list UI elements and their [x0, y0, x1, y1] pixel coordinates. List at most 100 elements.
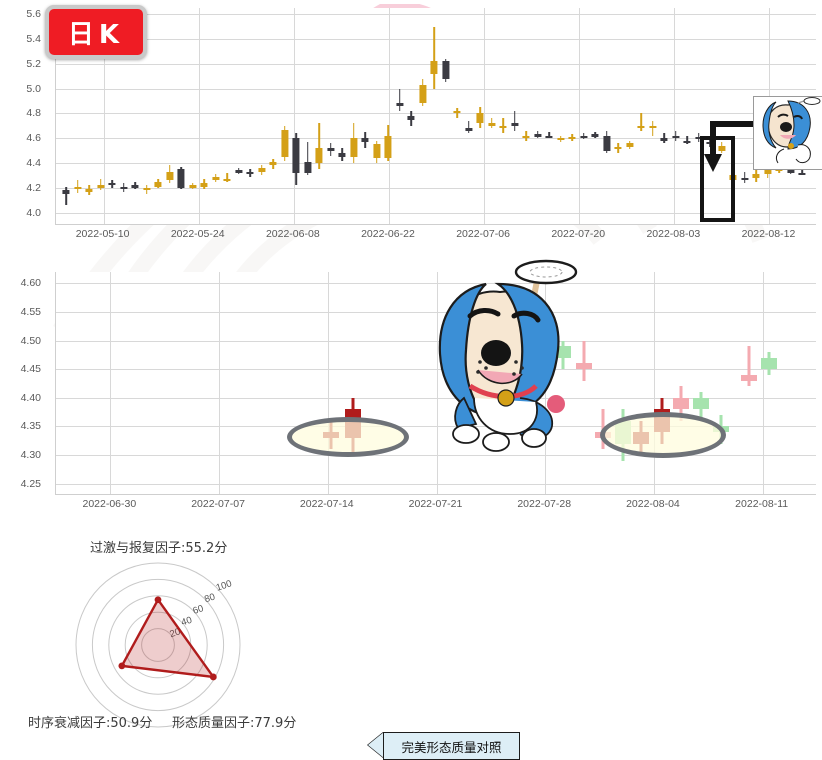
- radar-tick-label: 60: [192, 603, 205, 617]
- candlestick: [603, 8, 611, 225]
- candlestick: [649, 8, 657, 225]
- candlestick: [85, 8, 93, 225]
- candlestick: [673, 272, 689, 495]
- candlestick: [693, 272, 709, 495]
- top-chart-y-axis: 4.0 4.2 4.4 4.6 4.8 5.0 5.2 5.4 5.6: [0, 8, 48, 224]
- x-axis-tick: 2022-07-14: [299, 498, 354, 510]
- candlestick: [580, 8, 588, 225]
- candlestick: [120, 8, 128, 225]
- x-axis-tick: 2022-05-24: [170, 228, 225, 240]
- candlestick: [304, 8, 312, 225]
- callout-arrow-icon: [368, 732, 384, 758]
- candlestick: [74, 8, 82, 225]
- candlestick: [143, 8, 151, 225]
- x-axis-tick: 2022-07-21: [408, 498, 463, 510]
- candlestick: [568, 8, 576, 225]
- candlestick: [654, 272, 670, 495]
- candlestick: [741, 8, 749, 225]
- factor-radar-chart: 20 40 60 80 100: [70, 553, 276, 735]
- pattern-quality-callout[interactable]: 完美形态质量对照: [383, 732, 520, 760]
- candlestick: [212, 8, 220, 225]
- y-axis-tick: 4.60: [20, 277, 41, 290]
- y-axis-tick: 4.0: [26, 206, 41, 219]
- candlestick: [557, 8, 565, 225]
- y-axis-tick: 5.0: [26, 82, 41, 95]
- mascot-callout-box: [753, 96, 822, 170]
- candlestick: [131, 8, 139, 225]
- candlestick: [407, 8, 415, 225]
- candlestick: [108, 8, 116, 225]
- candlestick: [419, 8, 427, 225]
- large-dog-mascot-icon: [438, 259, 578, 452]
- candlestick: [338, 8, 346, 225]
- candlestick: [637, 8, 645, 225]
- candlestick: [511, 8, 519, 225]
- highlight-rectangle: [700, 136, 735, 222]
- candlestick: [269, 8, 277, 225]
- candlestick: [154, 8, 162, 225]
- candlestick: [476, 8, 484, 225]
- candlestick: [430, 8, 438, 225]
- candlestick: [323, 272, 339, 495]
- radar-vertex-dot: [118, 662, 126, 670]
- x-axis-tick: 2022-07-28: [517, 498, 572, 510]
- y-axis-tick: 4.45: [20, 363, 41, 376]
- left-highlight-ellipse: [287, 417, 409, 457]
- candlestick: [522, 8, 530, 225]
- radar-tick-label: 40: [180, 615, 193, 629]
- radar-label-aggression: 过激与报复因子:55.2分: [90, 541, 228, 556]
- y-axis-tick: 4.6: [26, 132, 41, 145]
- candlestick: [764, 8, 772, 225]
- radar-vertex-dot: [154, 596, 162, 604]
- candlestick: [499, 8, 507, 225]
- y-axis-tick: 4.25: [20, 477, 41, 490]
- bottom-chart-plot-area: [55, 272, 816, 495]
- candlestick: [327, 8, 335, 225]
- y-axis-tick: 4.4: [26, 157, 41, 169]
- candlestick: [534, 8, 542, 225]
- candlestick: [626, 8, 634, 225]
- y-axis-tick: 4.8: [26, 107, 41, 120]
- y-axis-tick: 4.40: [20, 391, 41, 404]
- candlestick: [555, 272, 571, 495]
- candlestick: [488, 8, 496, 225]
- candlestick: [465, 8, 473, 225]
- candlestick: [442, 8, 450, 225]
- radar-tick-label: 100: [215, 578, 233, 593]
- radar-label-time-decay: 时序衰减因子:50.9分: [28, 716, 153, 731]
- x-axis-tick: 2022-05-10: [75, 228, 130, 240]
- x-axis-tick: 2022-08-12: [741, 228, 796, 240]
- candlestick: [97, 8, 105, 225]
- candlestick: [246, 8, 254, 225]
- y-axis-tick: 4.50: [20, 334, 41, 347]
- candlestick: [453, 8, 461, 225]
- y-axis-tick: 4.30: [20, 448, 41, 461]
- y-axis-tick: 5.4: [26, 33, 41, 45]
- candlestick: [281, 8, 289, 225]
- y-axis-tick: 4.35: [20, 420, 41, 433]
- candlestick: [660, 8, 668, 225]
- bottom-chart-x-axis: 2022-06-30 2022-07-07 2022-07-14 2022-07-21…: [0, 498, 822, 514]
- candlestick: [695, 8, 703, 225]
- candlestick: [761, 272, 777, 495]
- candlestick: [350, 8, 358, 225]
- candlestick: [633, 272, 649, 495]
- day-k-badge[interactable]: 日K: [45, 5, 147, 59]
- candlestick: [292, 8, 300, 225]
- candlestick: [345, 272, 361, 495]
- bottom-chart-panel: 4.25 4.30 4.35 4.40 4.45 4.50 4.55 4.60 2022-06…: [0, 259, 822, 760]
- candlestick: [235, 8, 243, 225]
- candlestick: [177, 8, 185, 225]
- candlestick: [614, 8, 622, 225]
- candlestick: [545, 8, 553, 225]
- candlestick: [373, 8, 381, 225]
- candlestick: [315, 8, 323, 225]
- candlestick: [62, 8, 70, 225]
- x-axis-tick: 2022-07-07: [191, 498, 245, 510]
- top-chart-panel: 4.0 4.2 4.4 4.6 4.8 5.0 5.2 5.4 5.6 2022-05-10 20…: [0, 0, 822, 335]
- candlestick: [258, 8, 266, 225]
- bottom-chart-y-axis: 4.25 4.30 4.35 4.40 4.45 4.50 4.55 4.60: [0, 272, 48, 494]
- elbow-arrow-icon: [704, 121, 767, 172]
- radar-tick-label: 80: [203, 592, 216, 606]
- candlestick: [384, 8, 392, 225]
